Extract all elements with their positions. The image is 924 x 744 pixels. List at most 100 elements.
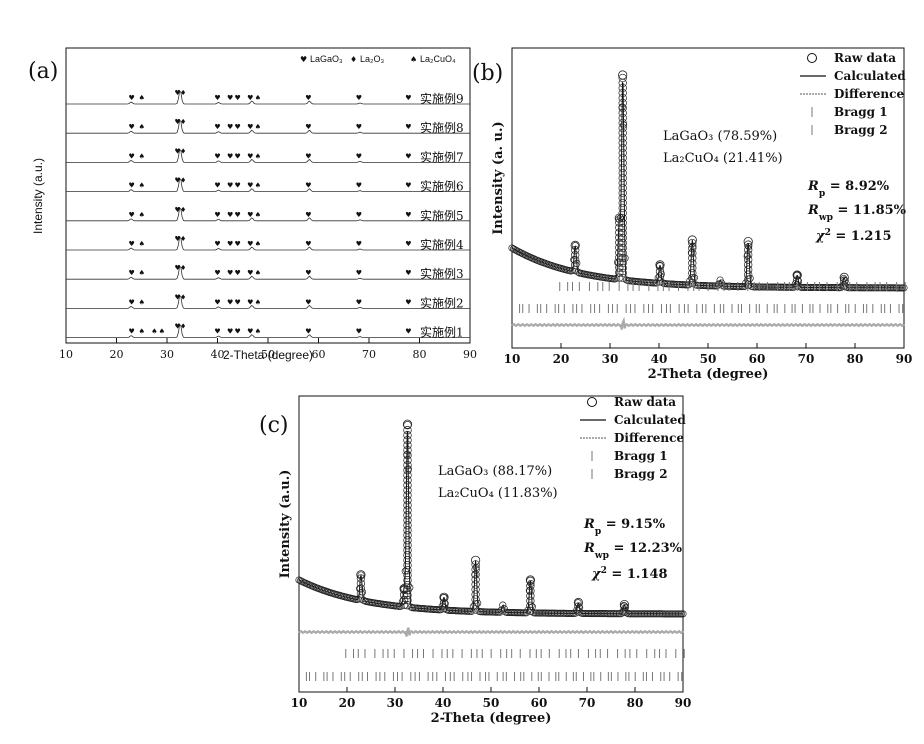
panel-c-peak-point [526,596,535,606]
panel-c-legend-circle [587,397,597,407]
panel-b-peak-point [618,98,627,108]
panel-a-peak-marker: ♥ [356,298,362,306]
panel-a-y-axis-label: Intensity (a.u.) [31,158,45,234]
panel-a-peak-marker: ♠ [139,211,145,219]
panel-a-peak-marker: ♥ [247,328,253,336]
panel-b-peak-point [618,83,627,93]
panel-a-peak-marker: ♥ [129,298,135,306]
panel-a-peak-marker: ♠ [159,328,165,336]
panel-c-peak-point [526,601,535,611]
panel-a-x-tick-label: 70 [362,348,376,361]
panel-c-y-axis-label: Intensity (a.u.) [278,470,293,579]
panel-b-peak-point [618,128,627,138]
panel-c-raw-point [524,606,532,614]
panel-b-peak-point [688,258,697,268]
panel-a-legend-label: La₂O₃ [360,54,385,64]
panel-a-peak-marker: ♥ [129,211,135,219]
panel-c-peak-point [620,607,629,616]
panel-a-peak-marker: ♦ [180,177,186,185]
panel-a-peak-marker: ♥ [356,123,362,131]
panel-b-raw-point [571,242,579,250]
panel-a-peak-marker: ♥ [227,298,233,306]
panel-b-peak-point [618,273,627,283]
panel-c-peak-point [403,476,412,485]
panel-a-peak-marker: ♥ [129,123,135,131]
panel-b-x-tick-label: 10 [504,352,521,366]
panel-a-peak-marker: ♥ [305,298,311,306]
panel-a-peak-marker: ♠ [139,298,145,306]
panel-a-series-label: 实施例2 [420,295,464,310]
panel-c-peak-point [403,506,412,515]
panel-a-peak-marker: ♠ [255,182,261,190]
panel-c-peak-point [356,594,366,603]
panel-c-stat-chi2: χ2 = 1.148 [591,565,668,583]
panel-c-peak-point [471,580,480,589]
panel-a-peak-marker: ♥ [174,89,180,97]
panel-b-letter: (b) [472,61,503,86]
panel-a-peak-marker: ♥ [305,240,311,248]
panel-a-peak-marker: ♥ [129,182,135,190]
panel-a-x-tick-label: 60 [312,348,326,361]
panel-a-series-label: 实施例8 [420,120,464,135]
panel-a-peak-marker: ♥ [305,182,311,190]
panel-c-peak-point [403,601,412,610]
panel-c-x-tick-label: 80 [627,696,644,710]
panel-a-peak-marker: ♥ [356,94,362,102]
panel-c-peak-point [471,600,480,609]
panel-b-raw-data [508,70,908,292]
panel-a-peak-marker: ♥ [235,298,241,306]
panel-a-trace [66,207,470,222]
panel-c-raw-point [496,608,504,616]
panel-a-peak-marker: ♥ [405,269,411,277]
panel-b-peak-point [618,253,627,263]
panel-b-y-axis-label: Intensity (a. u.) [491,121,506,234]
panel-a-peak-marker: ♥ [129,240,135,248]
panel-b-x-tick-label: 60 [749,352,766,366]
panel-a-peak-marker: ♠ [139,328,145,336]
panel-a-peak-marker: ♥ [305,211,311,219]
panel-a-peak-marker: ♥ [214,211,220,219]
panel-b-peak-point [688,238,697,248]
panel-b-raw-point [531,255,539,263]
panel-a-x-tick-label: 90 [463,348,477,361]
panel-b-legend-label: Bragg 2 [834,123,888,137]
panel-b-peak-point [618,70,628,80]
panel-b-peak-point [839,272,849,282]
panel-a-series-label: 实施例6 [420,179,464,194]
panel-b-peak-point [571,245,580,255]
panel-b-phase-fraction: LaGaO₃ (78.59%) [663,129,777,144]
panel-a-peak-marker: ♠ [255,152,261,160]
panel-a-peak-marker: ♠ [139,94,145,102]
panel-a-legend-marker: ♥ [300,55,307,64]
panel-a-peak-marker: ♦ [180,293,186,301]
panel-a-peak-marker: ♥ [227,328,233,336]
panel-a-peak-marker: ♥ [227,240,233,248]
panel-c-peak-point [403,446,412,455]
panel-b-peak-point [618,203,627,213]
panel-c-peak-point [403,501,412,510]
panel-a-peak-marker: ♥ [247,152,253,160]
panel-a-x-tick-label: 40 [211,348,225,361]
panel-c-peak-point [403,496,412,505]
panel-c-peak-point [403,461,412,470]
panel-c-peak-point [471,575,480,584]
panel-a-x-tick-label: 80 [413,348,427,361]
panel-b-peak-point [744,260,753,269]
panel-b-peak-point [655,260,665,270]
panel-c-x-tick-label: 30 [387,696,404,710]
panel-c-raw-point [497,606,505,614]
panel-a-peak-marker: ♥ [129,328,135,336]
panel-b-x-tick-label: 40 [651,352,668,366]
panel-c-phase-fraction: LaGaO₃ (88.17%) [438,464,552,479]
panel-a-legend-label: La₂CuO₄ [420,54,456,64]
panel-a-letter: (a) [28,59,58,84]
panel-a-x-tick-label: 30 [160,348,174,361]
panel-b-peak-point [840,276,849,285]
panel-b-peak-point [618,263,627,273]
panel-c-x-axis-label: 2-Theta (degree) [431,711,552,726]
panel-c-peak-point [403,571,412,580]
panel-c-peak-point [619,599,630,610]
panel-c-peak-point [403,441,412,450]
panel-a-legend-marker: ♦ [350,55,357,64]
